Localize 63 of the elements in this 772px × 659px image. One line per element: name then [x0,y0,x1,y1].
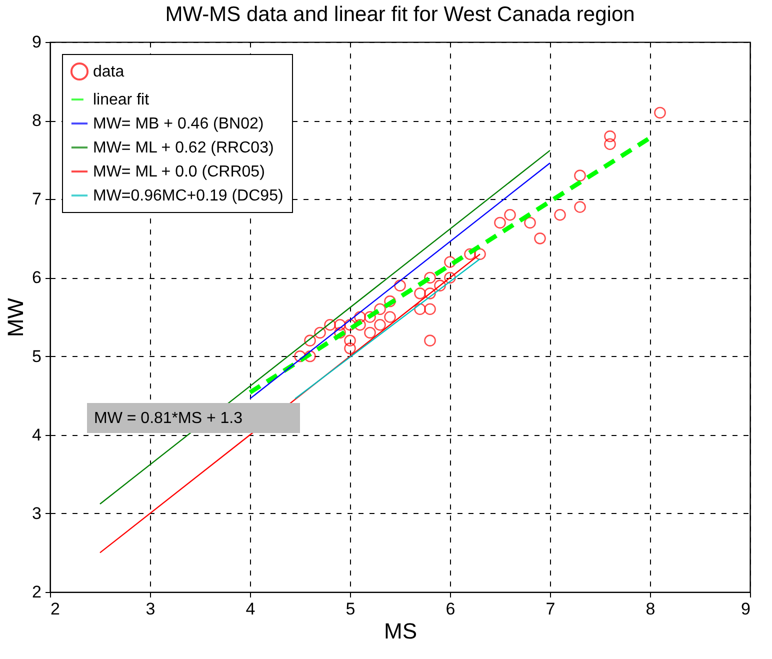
y-tick-label: 3 [32,504,42,523]
legend-label: MW= MB + 0.46 (BN02) [93,116,264,132]
y-tick-label: 8 [32,111,42,130]
point [494,216,506,229]
point [474,248,486,260]
x-tick-label: 8 [646,600,656,618]
point [604,130,616,142]
x-tick-label: 7 [546,600,556,618]
point [364,326,376,339]
point [424,303,436,316]
point [604,138,616,150]
y-tick-label: 2 [32,582,42,602]
legend-label: linear fit [93,92,150,108]
legend-label: MW= ML + 0.62 (RRC03) [93,140,274,156]
x-axis-title: MS [384,618,417,644]
point [384,295,396,308]
point [524,216,536,229]
y-tick-label: 6 [32,268,42,288]
point [354,311,366,323]
point [374,318,386,331]
point [324,318,336,331]
point [304,350,316,362]
x-tick-label: 3 [146,600,156,618]
point [304,334,316,346]
point [414,303,426,316]
legend-label: MW= ML + 0.0 (CRR05) [93,164,265,180]
x-tick-label: 2 [50,600,60,618]
point [344,342,356,354]
y-tick-label: 9 [32,32,42,52]
point [334,326,346,339]
x-tick-label: 5 [346,600,356,618]
point [354,318,366,331]
point [434,280,446,292]
point [344,334,356,346]
point [424,272,436,284]
legend-label: data [93,64,124,80]
point [374,303,386,316]
point [424,288,436,300]
x-tick-label: 4 [246,600,256,618]
point [654,106,666,119]
y-tick-label: 5 [32,346,42,366]
chart-title: MW-MS data and linear fit for West Canada region [165,3,635,26]
y-axis-title: MW [3,298,28,338]
point [554,208,566,221]
point [334,318,346,331]
y-tick-label: 4 [32,425,42,444]
annotation: MW = 0.81*MS + 1.3 [94,410,243,427]
point [574,201,586,213]
point [414,288,426,300]
point [444,272,456,284]
x-tick-label: 6 [446,600,456,618]
point [574,170,586,182]
x-tick-label: 9 [741,600,750,618]
point [394,280,406,292]
y-tick-label: 7 [32,190,42,209]
point [464,248,476,260]
point [384,311,396,323]
point [534,232,546,244]
point [424,334,436,346]
point [314,326,326,339]
point [364,311,376,323]
legend-label: MW=0.96MC+0.19 (DC95) [93,188,284,204]
point [504,208,516,221]
